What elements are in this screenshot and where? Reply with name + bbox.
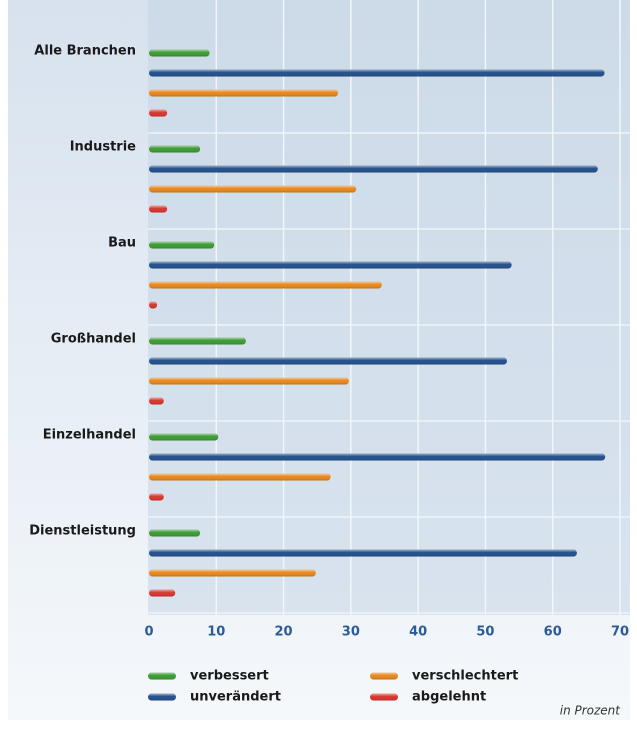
legend-label: unverändert: [190, 690, 281, 705]
x-tick-label: 40: [409, 625, 427, 640]
bar-shine: [149, 205, 168, 213]
x-tick-label: 30: [342, 625, 360, 640]
bar-shine: [149, 377, 349, 385]
x-tick-label: 10: [207, 625, 225, 640]
bar-shine: [149, 569, 316, 577]
bar-shine: [149, 281, 382, 289]
category-label: Industrie: [70, 140, 136, 155]
category-label: Großhandel: [51, 332, 136, 347]
x-tick-label: 60: [544, 625, 562, 640]
legend-shine: [370, 672, 398, 680]
bar-shine: [149, 337, 246, 345]
bar-shine: [149, 89, 339, 97]
x-tick-label: 20: [275, 625, 293, 640]
bar-shine: [149, 453, 606, 461]
bar-shine: [149, 185, 357, 193]
unit-label: in Prozent: [560, 704, 622, 718]
bar-shine: [149, 589, 176, 597]
bar-shine: [149, 241, 215, 249]
legend-label: verschlechtert: [412, 669, 518, 684]
bar-shine: [149, 549, 577, 557]
bar-shine: [149, 69, 605, 77]
bar-shine: [149, 109, 168, 117]
legend-label: abgelehnt: [412, 690, 486, 705]
bar-shine: [149, 529, 201, 537]
category-label: Dienstleistung: [29, 524, 136, 539]
bar-shine: [149, 301, 158, 309]
bar-shine: [149, 49, 210, 57]
legend-shine: [148, 672, 176, 680]
bar-shine: [149, 165, 598, 173]
legend-shine: [148, 693, 176, 701]
category-label: Alle Branchen: [34, 44, 136, 59]
category-label: Bau: [108, 236, 136, 251]
legend-label: verbessert: [190, 669, 269, 684]
bar-shine: [149, 145, 201, 153]
plot-area: [148, 0, 630, 615]
x-tick-label: 0: [144, 625, 153, 640]
bar-shine: [149, 357, 507, 365]
bar-shine: [149, 261, 512, 269]
bar-shine: [149, 397, 164, 405]
bar-shine: [149, 493, 164, 501]
bar-shine: [149, 433, 219, 441]
x-tick-label: 50: [476, 625, 494, 640]
category-label: Einzelhandel: [43, 428, 136, 443]
x-tick-label: 70: [611, 625, 629, 640]
legend-shine: [370, 693, 398, 701]
bar-shine: [149, 473, 331, 481]
